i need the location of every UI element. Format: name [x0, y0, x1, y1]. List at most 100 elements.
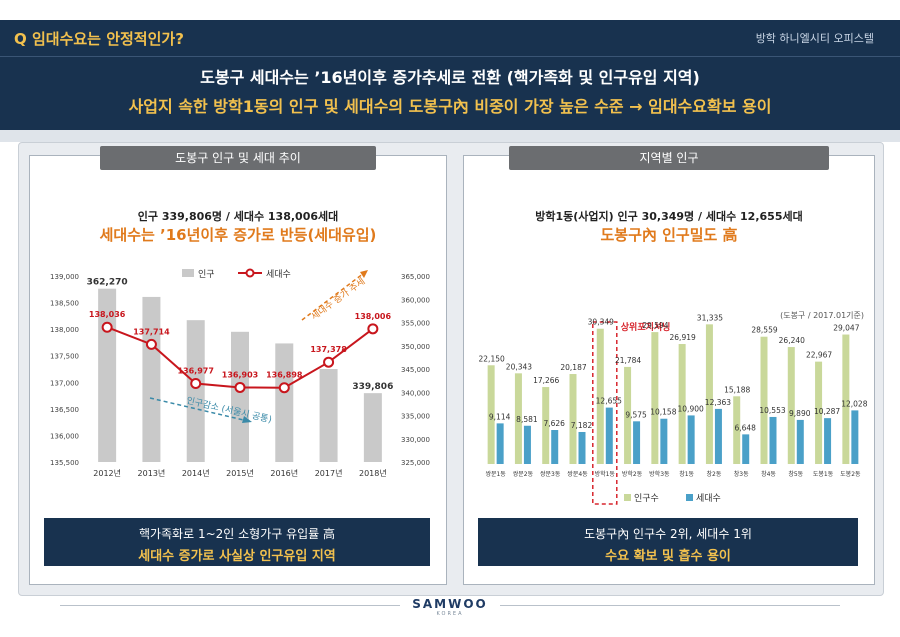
y-left-tick: 135,500: [50, 459, 79, 467]
x-tick-label: 방학1동: [595, 470, 616, 478]
x-tick-label: 2018년: [359, 468, 387, 478]
y-right-tick: 355,000: [401, 320, 430, 328]
y-left-tick: 138,500: [50, 300, 79, 308]
population-bar: [733, 396, 741, 464]
y-left-tick: 137,500: [50, 353, 79, 361]
y-right-tick: 360,000: [401, 296, 430, 304]
x-tick-label: 2012년: [93, 468, 121, 478]
household-data-label: 138,006: [355, 312, 392, 321]
population-bar: [363, 393, 382, 462]
household-bar: [605, 407, 613, 464]
y-right-tick: 335,000: [401, 413, 430, 421]
left-panel-tab: 도봉구 인구 및 세대 추이: [100, 146, 376, 170]
household-data-label: 10,900: [678, 404, 704, 413]
logo-word: SAMWOO: [412, 597, 488, 611]
y-right-tick: 365,000: [401, 273, 430, 281]
chart-note: (도봉구 / 2017.01기준): [780, 311, 864, 320]
y-left-tick: 139,000: [50, 273, 79, 281]
top-margin: [0, 0, 900, 20]
household-point: [190, 378, 202, 390]
footer-rule-right: [500, 605, 840, 606]
household-data-label: 136,898: [266, 371, 303, 380]
highlight-label: 상위포지셔닝: [621, 321, 671, 333]
population-bar: [651, 332, 659, 464]
population-bar: [842, 334, 850, 464]
household-data-label: 9,114: [489, 412, 511, 421]
population-data-label: 20,343: [506, 362, 532, 371]
population-data-label: 28,559: [751, 326, 777, 335]
household-data-label: 6,648: [734, 423, 756, 432]
population-data-label: 31,335: [697, 313, 723, 322]
header-stripe: [0, 130, 900, 142]
population-bar: [542, 387, 550, 464]
household-bar: [851, 410, 859, 464]
household-data-label: 7,626: [543, 419, 565, 428]
population-bar: [624, 366, 632, 464]
right-panel-tab: 지역별 인구: [509, 146, 829, 170]
x-tick-label: 창1동: [679, 470, 694, 478]
legend-household-marker: [245, 268, 255, 278]
population-bar: [142, 296, 161, 462]
left-footer: 핵가족화로 1~2인 소형가구 유입률 高 세대수 증가로 사실상 인구유입 지…: [44, 518, 430, 566]
household-point: [145, 338, 157, 350]
population-bar: [514, 373, 522, 464]
x-tick-label: 창4동: [761, 470, 776, 478]
household-bar: [796, 419, 804, 464]
y-left-tick: 136,500: [50, 406, 79, 414]
logo-sub: KOREA: [436, 611, 464, 617]
household-bar: [824, 418, 832, 464]
right-footer: 도봉구內 인구수 2위, 세대수 1위 수요 확보 및 흡수 용이: [478, 518, 858, 566]
household-data-label: 138,036: [89, 310, 126, 319]
population-bar: [319, 369, 338, 462]
household-data-label: 136,903: [222, 370, 258, 379]
household-bar: [551, 430, 559, 464]
highlight-box: [592, 321, 618, 505]
y-right-tick: 325,000: [401, 459, 430, 467]
household-point: [234, 381, 246, 393]
left-panel: 도봉구 인구 및 세대 추이 인구 339,806명 / 세대수 138,006…: [29, 146, 447, 585]
x-tick-label: 도봉1동: [813, 470, 834, 478]
y-right-tick: 340,000: [401, 389, 430, 397]
legend-population-swatch: [182, 269, 194, 277]
header-banner: Q 임대수요는 안정적인가? 방학 하니엘시티 오피스텔 도봉구 세대수는 ’1…: [0, 20, 900, 130]
population-household-chart: 135,500 136,000 136,500 137,000 137,500 138,0…: [50, 268, 430, 478]
legend-population-swatch: [624, 494, 631, 501]
left-highlight: 세대수는 ’16년이후 증가로 반등(세대유입): [99, 226, 377, 244]
household-data-label: 136,977: [177, 367, 213, 376]
population-bar: [186, 320, 205, 462]
population-data-label: 21,784: [615, 356, 641, 365]
right-summary: 방학1동(사업지) 인구 30,349명 / 세대수 12,655세대: [535, 210, 803, 223]
legend-household-label: 세대수: [266, 269, 291, 280]
y-left-tick: 138,000: [50, 326, 79, 334]
household-data-label: 12,363: [705, 398, 731, 407]
population-bar: [705, 324, 713, 464]
population-data-label: 29,047: [833, 324, 859, 333]
x-tick-label: 도봉2동: [840, 470, 861, 478]
population-bar: [98, 288, 117, 462]
population-bar: [678, 344, 686, 464]
population-data-label: 26,919: [670, 333, 696, 342]
household-bar: [742, 434, 750, 464]
x-tick-label: 쌍문1동: [485, 470, 506, 478]
household-bar: [633, 421, 641, 464]
population-bar: [275, 343, 294, 462]
population-bar: [569, 374, 577, 464]
population-data-label: 15,188: [724, 385, 750, 394]
population-bar: [231, 331, 249, 462]
trend-arrow-down: [149, 397, 253, 423]
x-tick-label: 창5동: [788, 470, 803, 478]
x-tick-label: 2014년: [182, 468, 210, 478]
x-tick-label: 쌍문4동: [567, 470, 588, 478]
legend-population-label: 인구수: [634, 493, 659, 504]
y-right-tick: 345,000: [401, 366, 430, 374]
household-data-label: 10,553: [759, 406, 785, 415]
population-bar: [787, 347, 795, 464]
household-data-label: 10,287: [814, 407, 840, 416]
population-data-label: 17,266: [533, 376, 559, 385]
trend-arrow-down-head: [242, 416, 252, 423]
population-bar: [760, 336, 768, 464]
population-data-label: 30,349: [588, 318, 614, 327]
household-data-label: 137,714: [133, 327, 170, 336]
household-bar: [687, 415, 695, 464]
household-point: [101, 321, 113, 333]
